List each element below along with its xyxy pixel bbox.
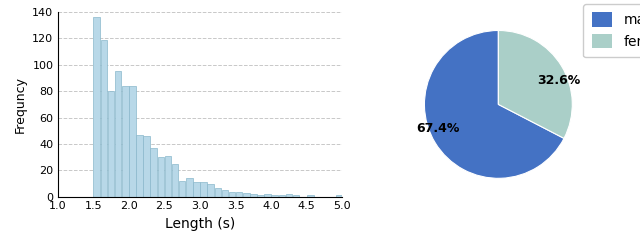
Legend: male, female: male, female: [583, 4, 640, 57]
Bar: [214, 188, 221, 197]
Bar: [335, 195, 342, 197]
Bar: [293, 195, 300, 197]
Bar: [250, 194, 257, 197]
Bar: [186, 178, 193, 197]
Bar: [157, 157, 164, 197]
Bar: [278, 195, 285, 197]
Bar: [257, 195, 264, 197]
Bar: [221, 190, 228, 197]
Bar: [228, 192, 236, 197]
Bar: [164, 156, 172, 197]
Bar: [285, 194, 292, 197]
Bar: [271, 195, 278, 197]
Bar: [115, 72, 122, 197]
Bar: [172, 164, 179, 197]
Bar: [129, 86, 136, 197]
Text: 32.6%: 32.6%: [538, 74, 580, 87]
X-axis label: Length (s): Length (s): [165, 216, 235, 231]
Bar: [150, 148, 157, 197]
Bar: [179, 181, 186, 197]
Wedge shape: [424, 30, 564, 178]
Bar: [193, 182, 200, 197]
Y-axis label: Frequncy: Frequncy: [13, 76, 27, 133]
Bar: [93, 17, 100, 197]
Bar: [122, 86, 129, 197]
Bar: [307, 195, 314, 197]
Bar: [100, 40, 107, 197]
Bar: [108, 91, 115, 197]
Bar: [207, 184, 214, 197]
Text: 67.4%: 67.4%: [416, 122, 460, 135]
Bar: [200, 182, 207, 197]
Bar: [243, 193, 250, 197]
Wedge shape: [499, 30, 572, 138]
Bar: [236, 192, 243, 197]
Bar: [143, 136, 150, 197]
Bar: [136, 135, 143, 197]
Bar: [264, 194, 271, 197]
